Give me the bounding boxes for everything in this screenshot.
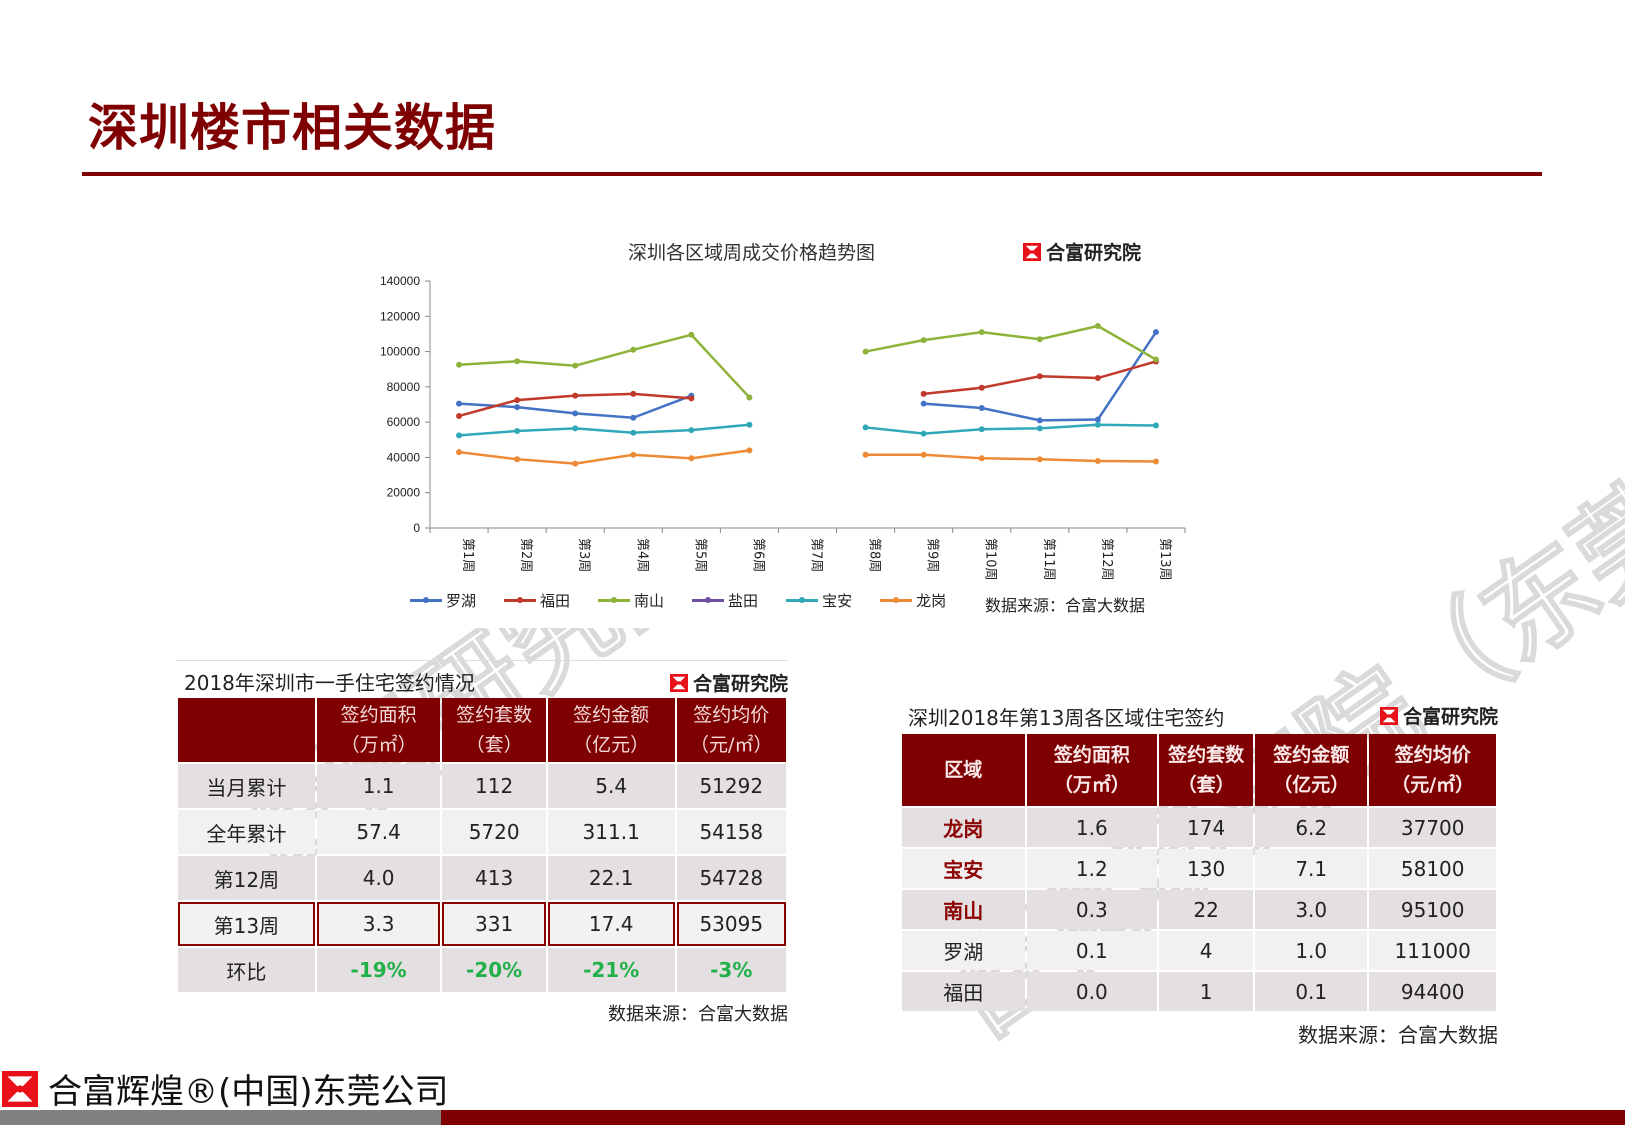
brand-logo-icon [1379,706,1398,725]
table-row: 宝安 1.2 130 7.1 58100 [902,849,1496,888]
col-header-price: 签约均价 （元/㎡） [676,698,786,762]
footer-bar-red [441,1110,1625,1125]
col-header-amount: 签约金额 （亿元） [1255,734,1368,806]
svg-text:80000: 80000 [387,380,421,394]
table-brand: 合富研究院 [669,669,788,696]
table-2018-summary: 2018年深圳市一手住宅签约情况 合富研究院 签约面积 （万㎡） 签约套数 （套） … [176,660,788,1026]
legend-label: 盐田 [728,592,759,610]
table-row: 龙岗 1.6 174 6.2 37700 [902,808,1496,847]
svg-text:第4周: 第4周 [634,538,649,572]
table-row-change: 环比 -19% -20% -21% -3% [178,948,786,992]
col-header-amount: 签约金额 （亿元） [547,698,675,762]
legend-line-icon [786,597,819,603]
legend-line-icon [692,597,725,603]
legend-item: 罗湖 [410,590,476,611]
svg-text:60000: 60000 [387,415,421,429]
legend-item: 宝安 [786,590,852,611]
svg-text:第5周: 第5周 [692,538,707,572]
legend-item: 龙岗 [880,590,946,611]
svg-text:120000: 120000 [380,309,420,323]
table-row-highlighted: 第13周 3.3 331 17.4 53095 [178,902,786,946]
chart-source: 数据来源：合富大数据 [985,596,1146,615]
legend-label: 罗湖 [446,592,477,610]
page-title: 深圳楼市相关数据 [88,99,496,157]
svg-text:0: 0 [413,521,420,535]
footer-company-name: 合富辉煌®(中国)东莞公司 [48,1072,449,1112]
svg-text:第13周: 第13周 [1157,538,1172,581]
chart-title: 深圳各区域周成交价格趋势图 [628,242,876,264]
chart-brand: 合富研究院 [1023,238,1141,265]
table-source: 数据来源：合富大数据 [608,1004,788,1025]
table-brand-text: 合富研究院 [1402,706,1498,728]
col-header-price: 签约均价 （元/㎡） [1369,734,1496,806]
brand-logo-icon [1023,242,1041,261]
table-caption-text: 2018年深圳市一手住宅签约情况 [184,671,475,695]
table-brand: 合富研究院 [1379,702,1498,729]
table-week13-districts: 深圳2018年第13周各区域住宅签约 合富研究院 区域 签约面积 （万㎡） 签约套… [900,696,1498,1048]
legend-line-icon [598,597,631,603]
col-header-area: 签约面积 （万㎡） [1026,734,1158,806]
svg-text:100000: 100000 [380,345,420,359]
legend-item: 福田 [504,590,570,611]
footer-brand: 合富辉煌®(中国)东莞公司 [2,1064,449,1113]
legend-line-icon [410,597,442,603]
svg-text:第2周: 第2周 [518,538,533,572]
table-row: 当月累计 1.1 112 5.4 51292 [178,764,786,808]
line-chart-plot: 0 20000 40000 60000 80000 100000 120000 140000 第… [380,274,1186,581]
table-source: 数据来源：合富大数据 [1298,1023,1498,1047]
svg-text:第6周: 第6周 [750,538,765,572]
table-brand-text: 合富研究院 [692,673,788,695]
title-divider [82,172,1542,176]
chart-brand-text: 合富研究院 [1046,242,1142,264]
district-table: 区域 签约面积 （万㎡） 签约套数 （套） 签约金额 （亿元） 签约均价 （元/㎡） 龙… [900,732,1498,1013]
brand-logo-icon [669,673,688,692]
footer-bar-grey [0,1110,441,1125]
svg-text:140000: 140000 [380,274,420,288]
col-header-units: 签约套数 （套） [1159,734,1254,806]
legend-label: 龙岗 [916,592,947,610]
table-row: 全年累计 57.4 5720 311.1 54158 [178,810,786,854]
svg-text:第7周: 第7周 [809,538,824,572]
legend-line-icon [880,597,913,603]
col-header-district: 区域 [902,734,1025,806]
svg-text:第12周: 第12周 [1099,538,1114,581]
legend-label: 宝安 [822,592,853,610]
svg-text:第9周: 第9周 [925,538,940,572]
company-logo-icon [2,1070,38,1107]
legend-label: 南山 [634,592,665,610]
svg-text:第10周: 第10周 [983,538,998,581]
table-row: 南山 0.3 22 3.0 95100 [902,890,1496,929]
price-trend-chart: 0 20000 40000 60000 80000 100000 120000 140000 第… [350,228,1190,628]
svg-text:40000: 40000 [387,450,421,464]
summary-table: 签约面积 （万㎡） 签约套数 （套） 签约金额 （亿元） 签约均价 （元/㎡） 当月累计… [176,696,788,994]
legend-item: 南山 [598,590,664,611]
chart-legend: 罗湖 福田 南山 盐田 宝安 龙岗 [410,590,974,611]
svg-text:第1周: 第1周 [460,538,475,572]
svg-text:第8周: 第8周 [867,538,882,572]
table-row: 第12周 4.0 413 22.1 54728 [178,856,786,900]
table-caption: 2018年深圳市一手住宅签约情况 合富研究院 [176,660,788,696]
legend-item: 盐田 [692,590,758,611]
table-caption-text: 深圳2018年第13周各区域住宅签约 [908,706,1225,730]
svg-text:第3周: 第3周 [576,538,591,572]
svg-text:20000: 20000 [387,486,421,500]
col-header-units: 签约套数 （套） [442,698,546,762]
svg-text:第11周: 第11周 [1041,538,1056,581]
table-row: 福田 0.0 1 0.1 94400 [902,972,1496,1011]
table-caption: 深圳2018年第13周各区域住宅签约 合富研究院 [900,696,1498,732]
legend-label: 福田 [540,592,571,610]
table-row: 罗湖 0.1 4 1.0 111000 [902,931,1496,970]
col-header [178,698,315,762]
legend-line-icon [504,597,537,603]
col-header-area: 签约面积 （万㎡） [316,698,441,762]
